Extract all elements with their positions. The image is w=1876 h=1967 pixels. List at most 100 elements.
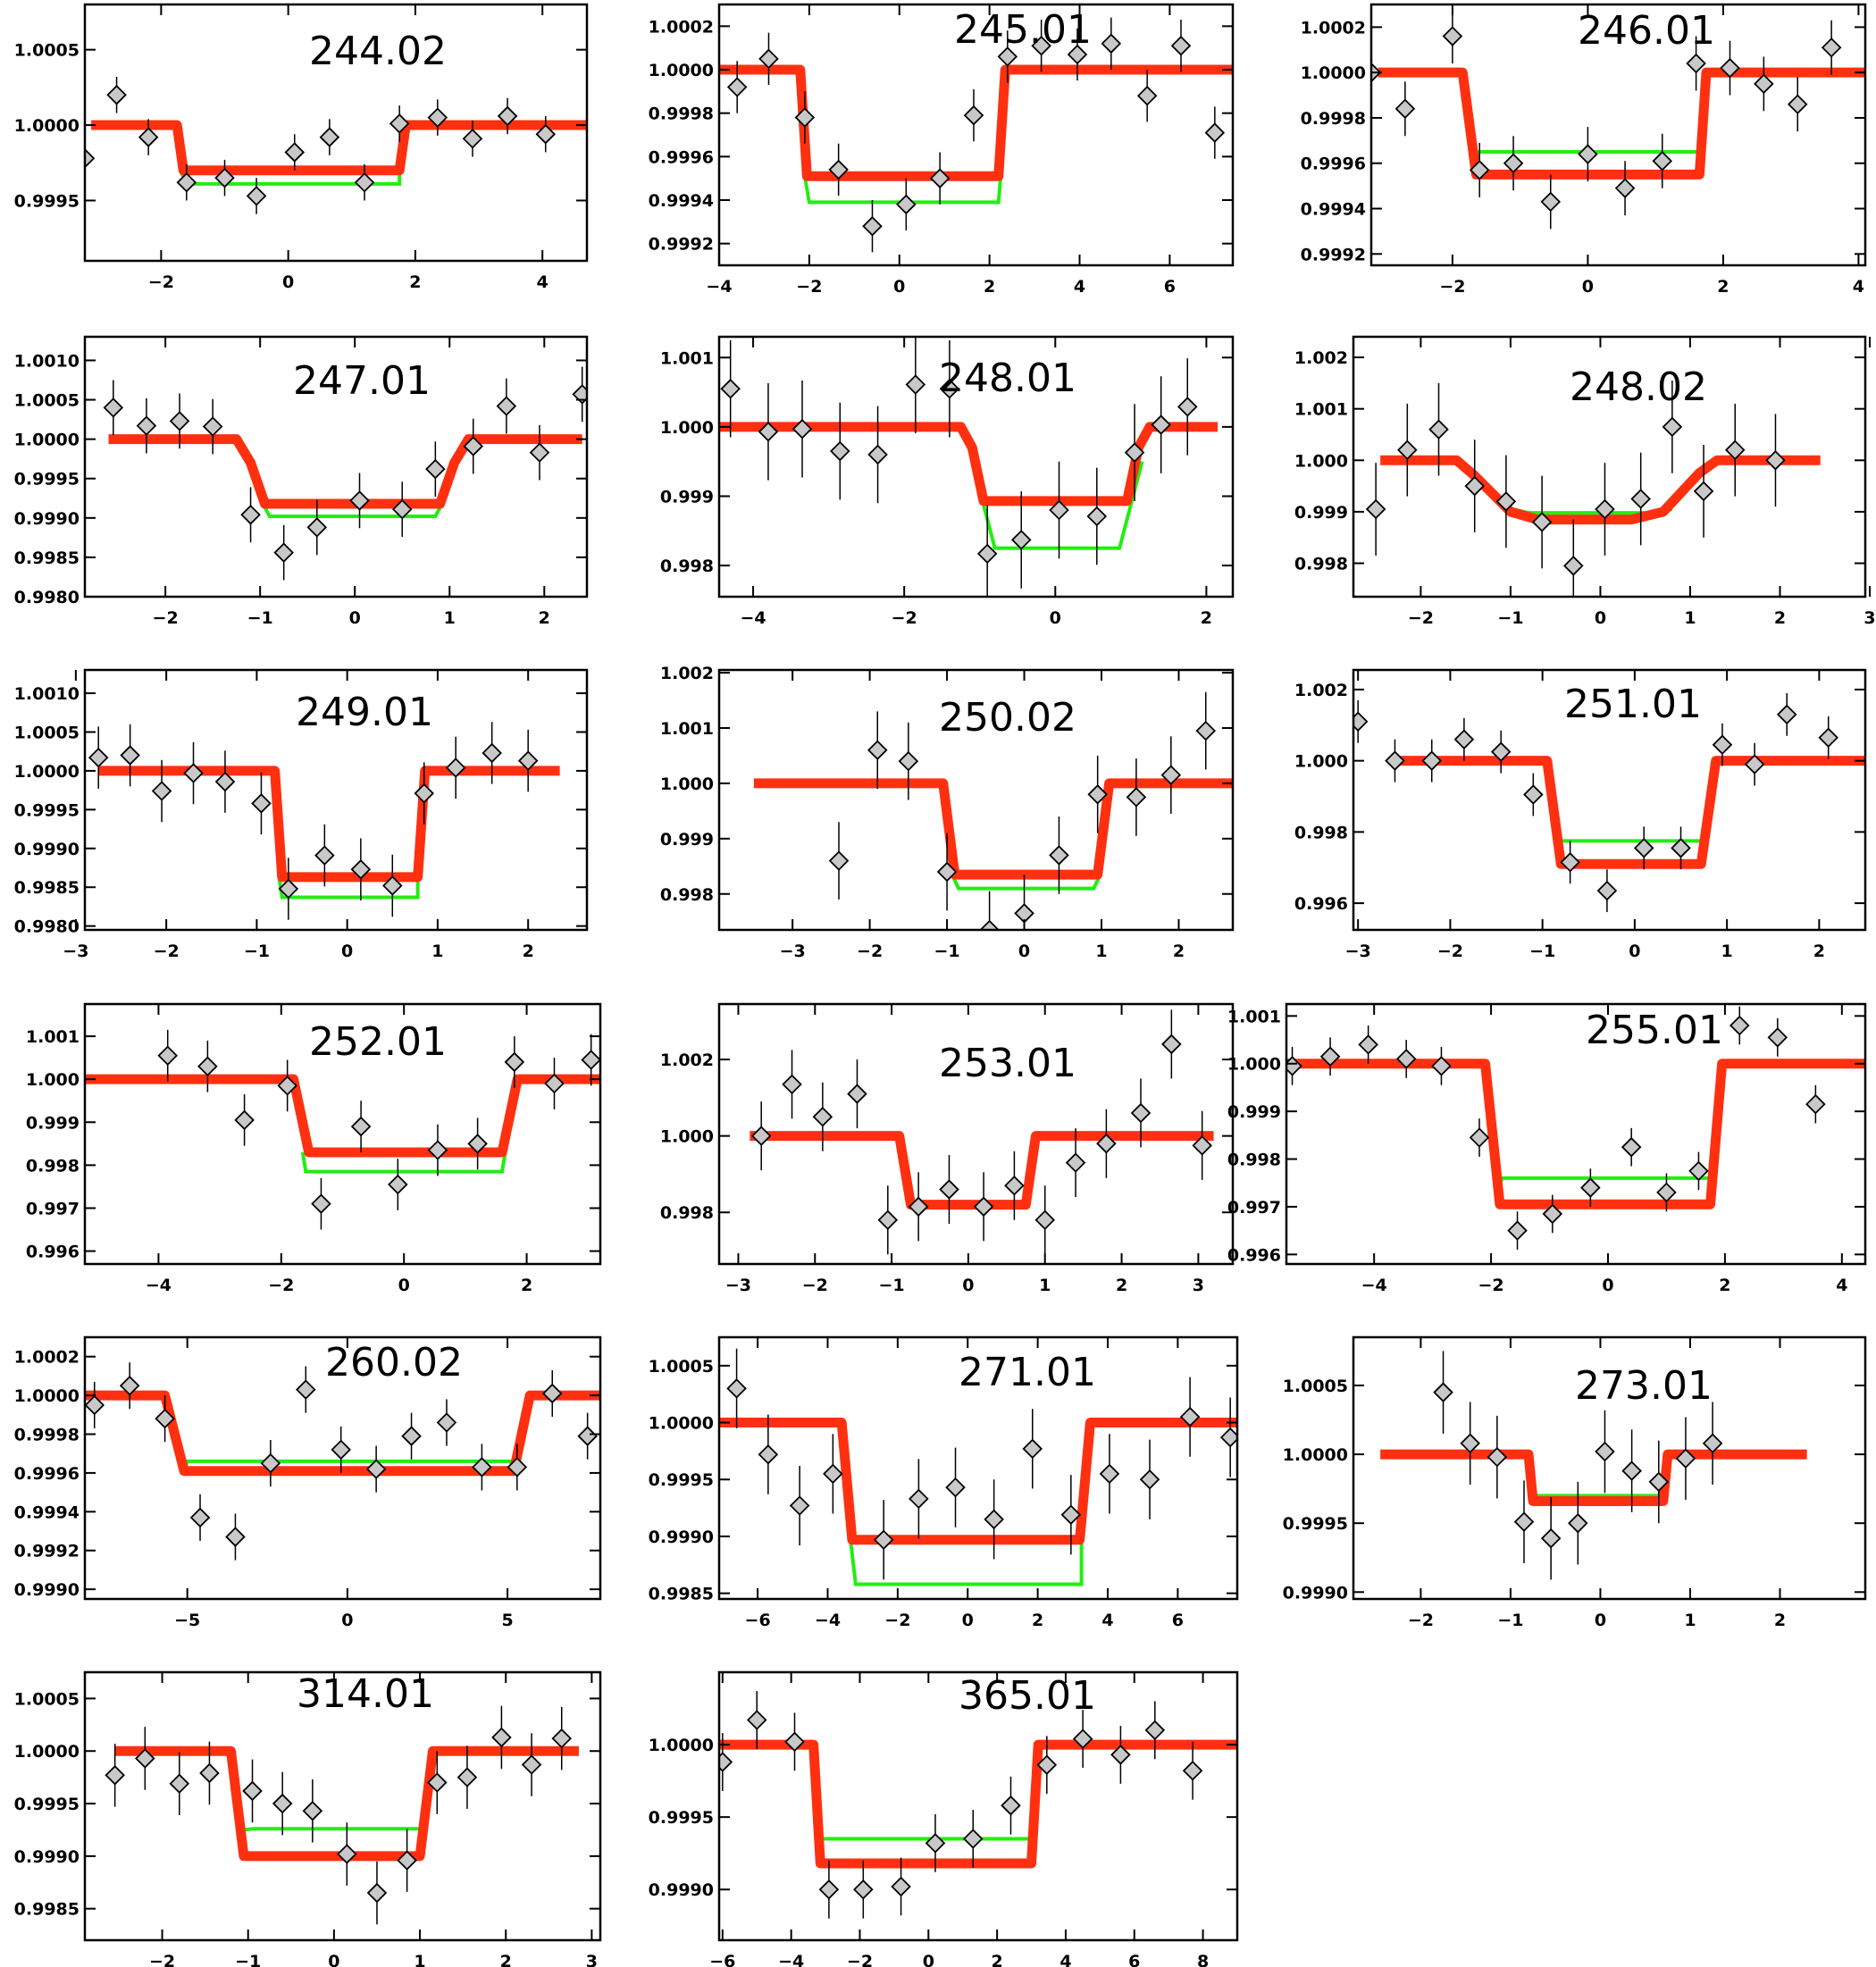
y-tick-label: 0.9994 xyxy=(649,191,714,211)
y-tick-label: 0.9990 xyxy=(14,1847,80,1867)
data-point xyxy=(1385,750,1405,771)
y-tick-label: 0.998 xyxy=(660,1203,714,1223)
x-tick-label: 2 xyxy=(523,942,534,961)
panel-title: 250.02 xyxy=(939,695,1076,741)
data-point xyxy=(1358,1034,1378,1055)
x-tick-label: 0 xyxy=(328,1952,339,1967)
data-point xyxy=(862,215,883,237)
y-tick-label: 1.0010 xyxy=(14,351,80,371)
data-point xyxy=(1177,397,1198,417)
data-point xyxy=(1124,442,1145,463)
green-model-line xyxy=(243,1827,426,1837)
x-tick-label: 1 xyxy=(1721,942,1733,961)
x-tick-label: 5 xyxy=(501,1611,513,1630)
data-point xyxy=(1442,26,1463,46)
panel-title: 253.01 xyxy=(939,1041,1076,1086)
data-point xyxy=(414,783,435,804)
data-point xyxy=(1421,750,1443,771)
green-model-line xyxy=(300,1151,507,1174)
x-tick-label: 2 xyxy=(992,1952,1003,1967)
data-point xyxy=(898,750,919,772)
y-tick-label: 1.000 xyxy=(1294,752,1348,772)
data-point xyxy=(1507,1220,1528,1241)
panel-255-01: −4 −2 0 2 4 0.996 0.997 0.998 0.999 1.000 1.001 255… xyxy=(1227,1002,1867,1295)
data-point xyxy=(1101,33,1122,54)
red-model-line xyxy=(1378,67,1865,180)
panel-title: 247.01 xyxy=(293,358,431,404)
plot-area xyxy=(719,1348,1237,1586)
data-point xyxy=(1022,1438,1043,1460)
data-point xyxy=(251,793,272,814)
y-tick-label: 1.002 xyxy=(660,664,714,683)
y-tick-label: 1.000 xyxy=(1227,1055,1281,1075)
panel-title: 251.01 xyxy=(1564,682,1702,727)
data-point xyxy=(823,1463,843,1485)
data-point xyxy=(119,1375,140,1396)
data-point xyxy=(1319,1046,1341,1067)
data-point xyxy=(246,186,267,206)
data-point xyxy=(1621,1136,1642,1158)
data-point xyxy=(311,1193,331,1214)
data-point xyxy=(1195,720,1217,741)
data-point xyxy=(973,1196,994,1218)
red-model-line xyxy=(719,1418,1237,1545)
axes-frame xyxy=(83,335,589,598)
panel-273-01: −2 −1 0 1 2 0.9990 0.9995 1.0000 1.0005 273.01 xyxy=(1283,1335,1867,1630)
red-model-line xyxy=(719,64,1233,181)
panel-314-01: −2 −1 0 1 2 3 0.9985 0.9990 0.9995 1.0000 1.0005 31… xyxy=(14,1670,602,1967)
x-tick-label: 2 xyxy=(1813,942,1825,961)
red-model-line xyxy=(750,1131,1214,1210)
y-tick-label: 0.9985 xyxy=(14,548,80,568)
panel-title: 245.01 xyxy=(954,7,1092,53)
panel-251-01: −3 −2 −1 0 1 2 0.996 0.998 1.000 1.002 251.01 xyxy=(1294,668,1867,961)
axes-frame xyxy=(1352,1335,1867,1601)
y-tick-label: 1.0005 xyxy=(14,391,80,411)
axes-frame xyxy=(717,1002,1235,1266)
data-point xyxy=(272,1793,293,1814)
data-point xyxy=(746,1710,767,1730)
y-tick-label: 0.9995 xyxy=(649,1808,714,1828)
data-point xyxy=(507,1457,528,1477)
data-point xyxy=(581,1050,600,1070)
panel-250-02: −3 −2 −1 0 1 2 0.998 0.999 1.000 1.001 1.002 250.02 xyxy=(660,664,1235,961)
data-point xyxy=(1540,1528,1562,1549)
x-tick-label: −3 xyxy=(780,942,806,961)
data-point xyxy=(157,1045,179,1066)
x-tick-label: −6 xyxy=(709,1952,735,1967)
data-point xyxy=(260,1452,281,1474)
x-tick-label: 2 xyxy=(984,277,995,297)
panel-title: 248.01 xyxy=(939,356,1076,401)
x-tick-label: 1 xyxy=(1684,608,1696,628)
panel-247-01: −2 −1 0 1 2 0.9980 0.9985 0.9990 0.9995 1.0000 1.0… xyxy=(14,335,589,628)
red-model-line xyxy=(108,434,582,509)
x-tick-label: −1 xyxy=(1497,1611,1523,1630)
data-point xyxy=(1433,1382,1453,1402)
data-point xyxy=(1818,727,1838,749)
plot-area xyxy=(719,337,1219,597)
y-tick-label: 1.0005 xyxy=(1283,1377,1348,1396)
y-tick-label: 0.9985 xyxy=(14,1900,80,1920)
data-point xyxy=(544,1073,565,1094)
axes-frame xyxy=(1352,335,1867,598)
data-point xyxy=(794,107,816,128)
data-point xyxy=(939,378,960,399)
x-tick-label: 2 xyxy=(1116,1276,1127,1295)
x-tick-label: −1 xyxy=(235,1952,261,1967)
x-tick-label: −4 xyxy=(778,1952,804,1967)
data-point xyxy=(1563,556,1584,576)
axes-frame xyxy=(1285,1002,1867,1266)
red-model-line xyxy=(91,120,587,176)
x-tick-label: 2 xyxy=(521,1276,532,1295)
y-tick-label: 1.0000 xyxy=(649,1414,714,1434)
x-tick-label: −1 xyxy=(879,1276,905,1295)
data-point xyxy=(463,436,484,456)
data-point xyxy=(337,1844,357,1864)
data-point xyxy=(1469,1127,1490,1148)
data-point xyxy=(491,1727,512,1748)
red-model-line xyxy=(753,778,1233,880)
y-tick-label: 0.998 xyxy=(1294,555,1348,574)
data-point xyxy=(1621,1461,1642,1481)
x-tick-label: −2 xyxy=(884,1611,910,1630)
x-tick-label: −2 xyxy=(1439,277,1465,297)
